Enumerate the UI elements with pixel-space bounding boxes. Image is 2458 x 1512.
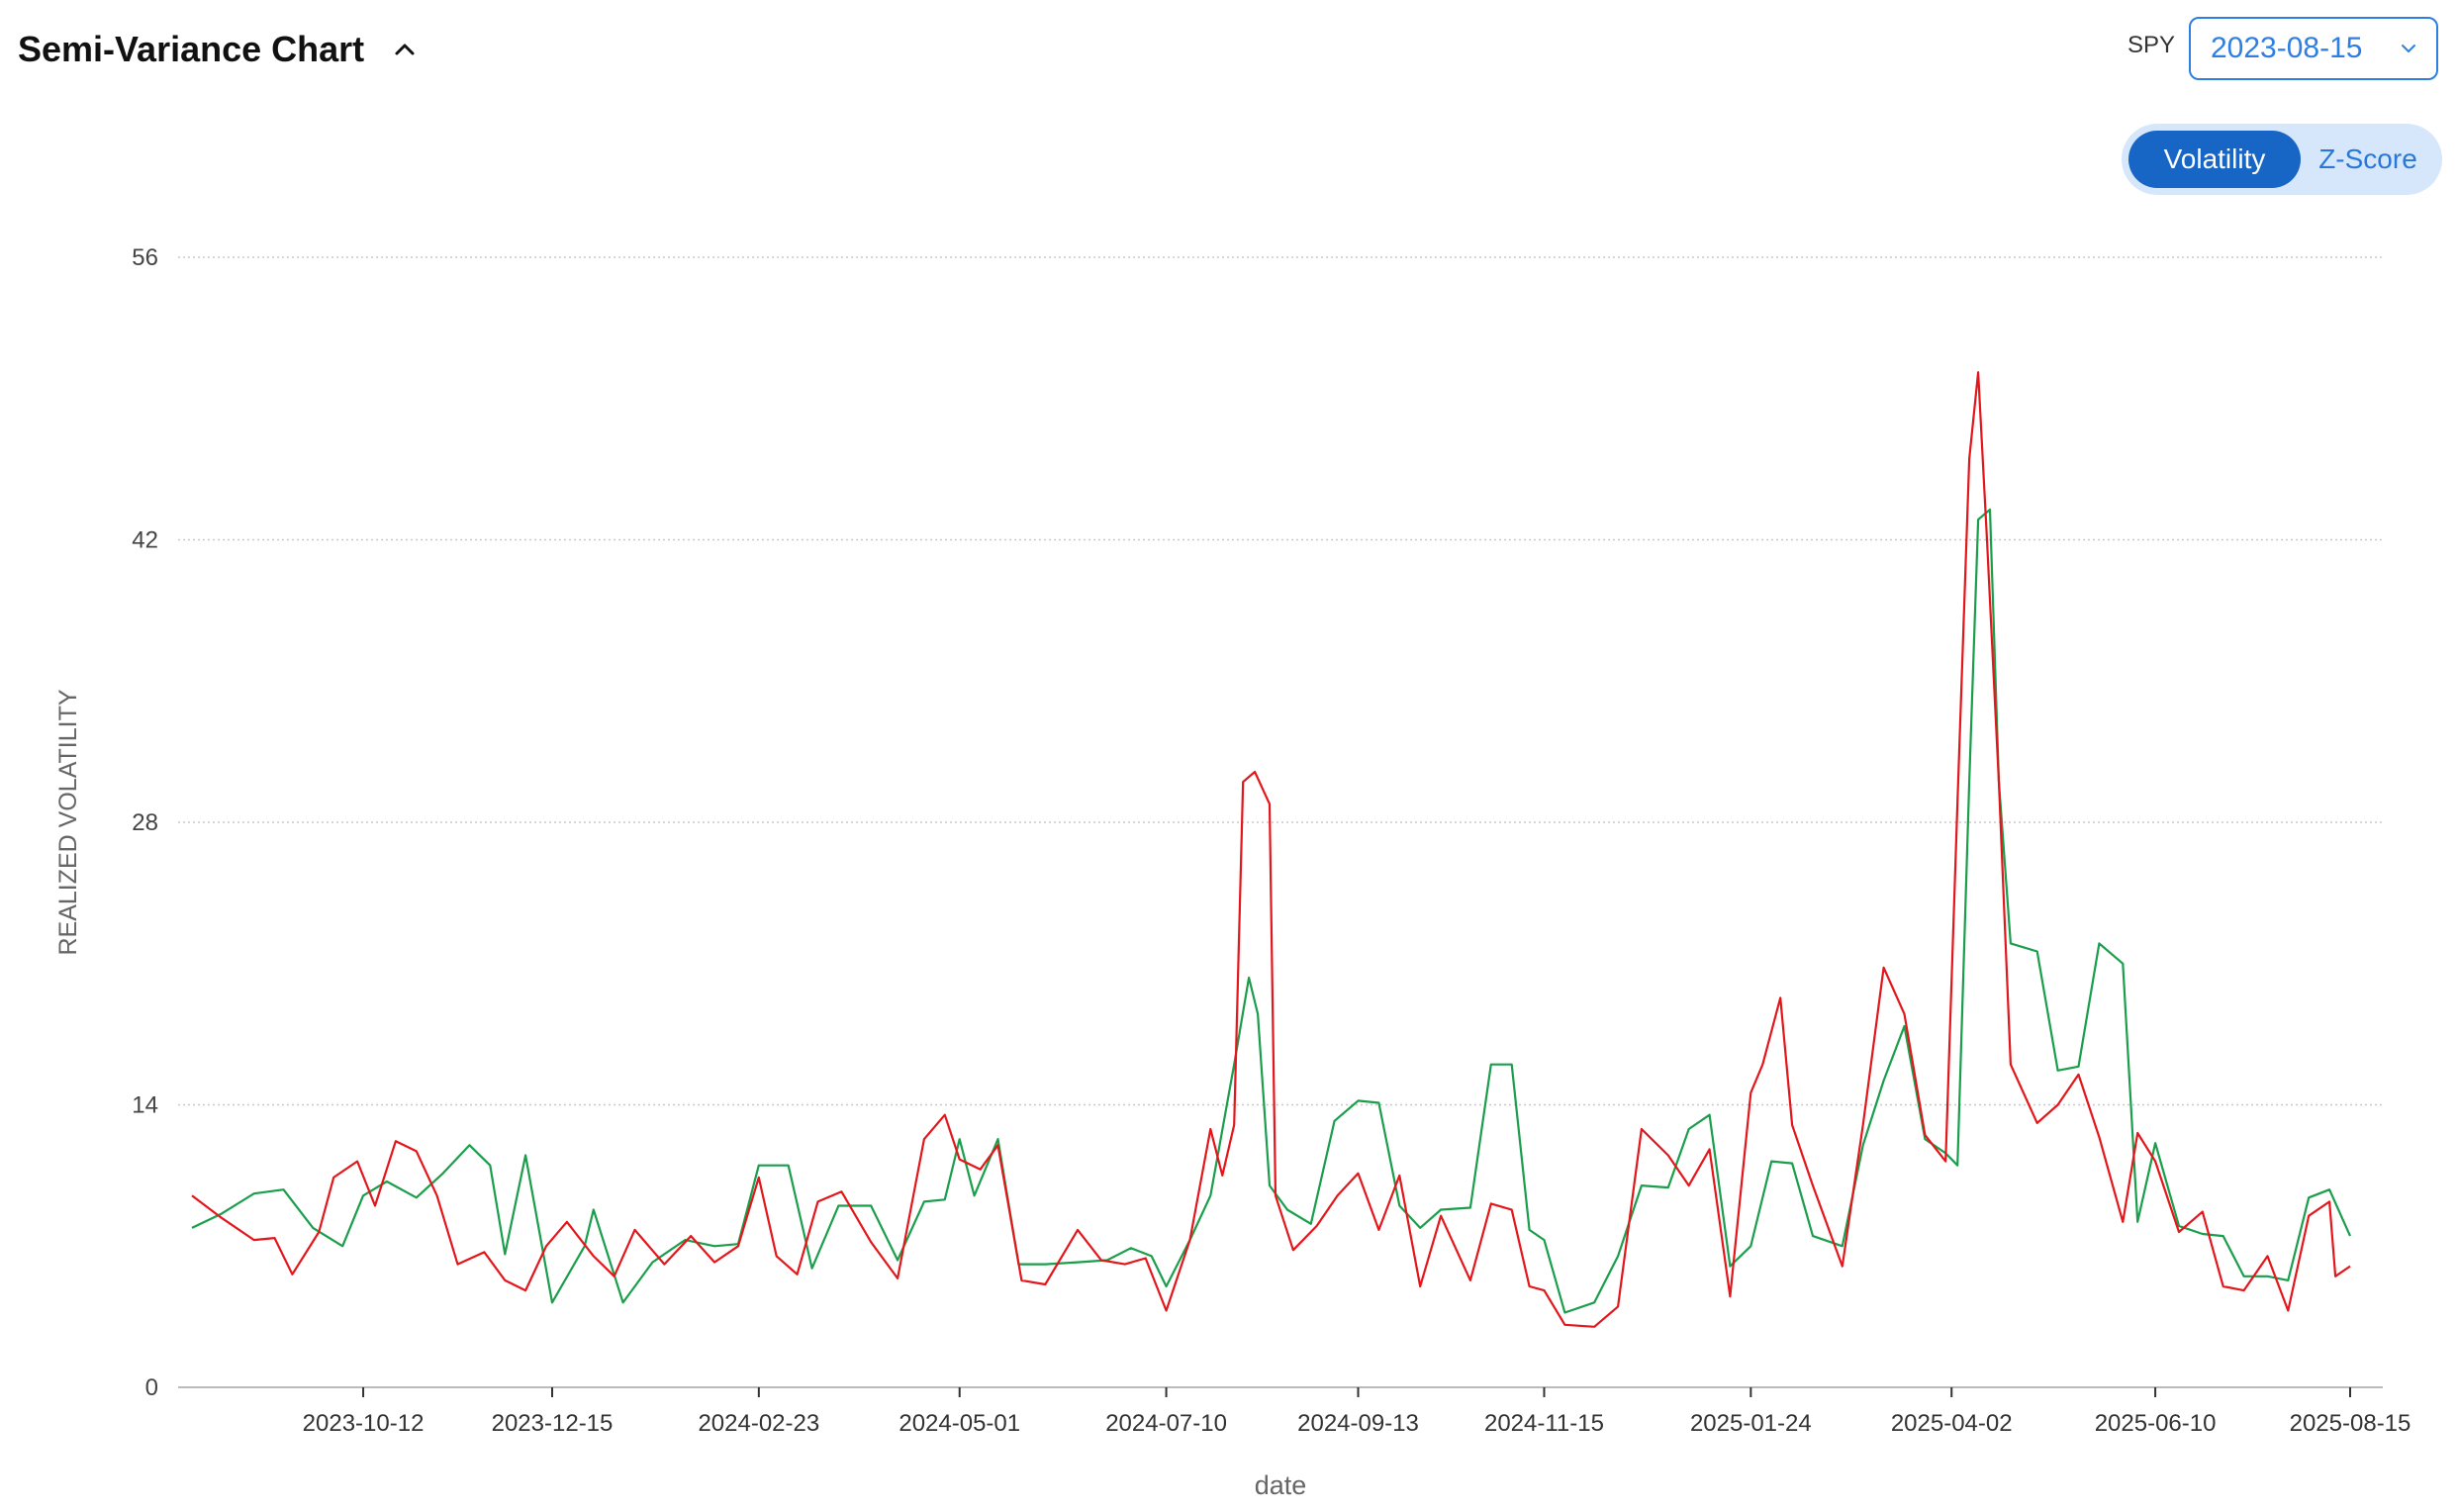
y-tick-label: 0: [145, 1374, 158, 1401]
ticker-label: SPY: [2127, 32, 2176, 58]
y-tick-label: 28: [132, 809, 158, 836]
y-tick-label: 14: [132, 1092, 158, 1119]
x-tick-label: 2024-02-23: [698, 1410, 819, 1437]
y-tick-label: 42: [132, 527, 158, 554]
x-tick-label: 2024-09-13: [1297, 1410, 1419, 1437]
x-tick-label: 2025-06-10: [2095, 1410, 2217, 1437]
x-tick-label: 2025-08-15: [2290, 1410, 2411, 1437]
toggle-volatility[interactable]: Volatility: [2128, 131, 2301, 188]
x-tick-label: 2023-12-15: [492, 1410, 614, 1437]
date-select[interactable]: 2023-08-15: [2189, 17, 2438, 80]
toggle-z-score[interactable]: Z-Score: [2318, 143, 2417, 174]
x-axis-title: date: [1255, 1470, 1307, 1500]
chevron-down-icon: [2401, 44, 2416, 53]
view-toggle: Volatility Z-Score: [2122, 124, 2442, 195]
y-tick-label: 56: [132, 244, 158, 271]
x-tick-label: 2024-11-15: [1484, 1410, 1604, 1437]
series-line-2: [191, 371, 2351, 1328]
series-line-1: [191, 508, 2352, 1314]
x-tick-label: 2024-07-10: [1105, 1410, 1227, 1437]
y-axis-title: REALIZED VOLATILITY: [54, 689, 82, 955]
x-tick-label: 2024-05-01: [898, 1410, 1020, 1437]
chart-header: Semi-Variance Chart: [18, 18, 420, 81]
x-tick-label: 2025-04-02: [1891, 1410, 2013, 1437]
chevron-up-icon[interactable]: [390, 35, 420, 64]
date-select-value: 2023-08-15: [2211, 32, 2363, 64]
page-title: Semi-Variance Chart: [18, 29, 365, 69]
x-tick-label: 2025-01-24: [1690, 1410, 1812, 1437]
x-tick-label: 2023-10-12: [303, 1410, 425, 1437]
